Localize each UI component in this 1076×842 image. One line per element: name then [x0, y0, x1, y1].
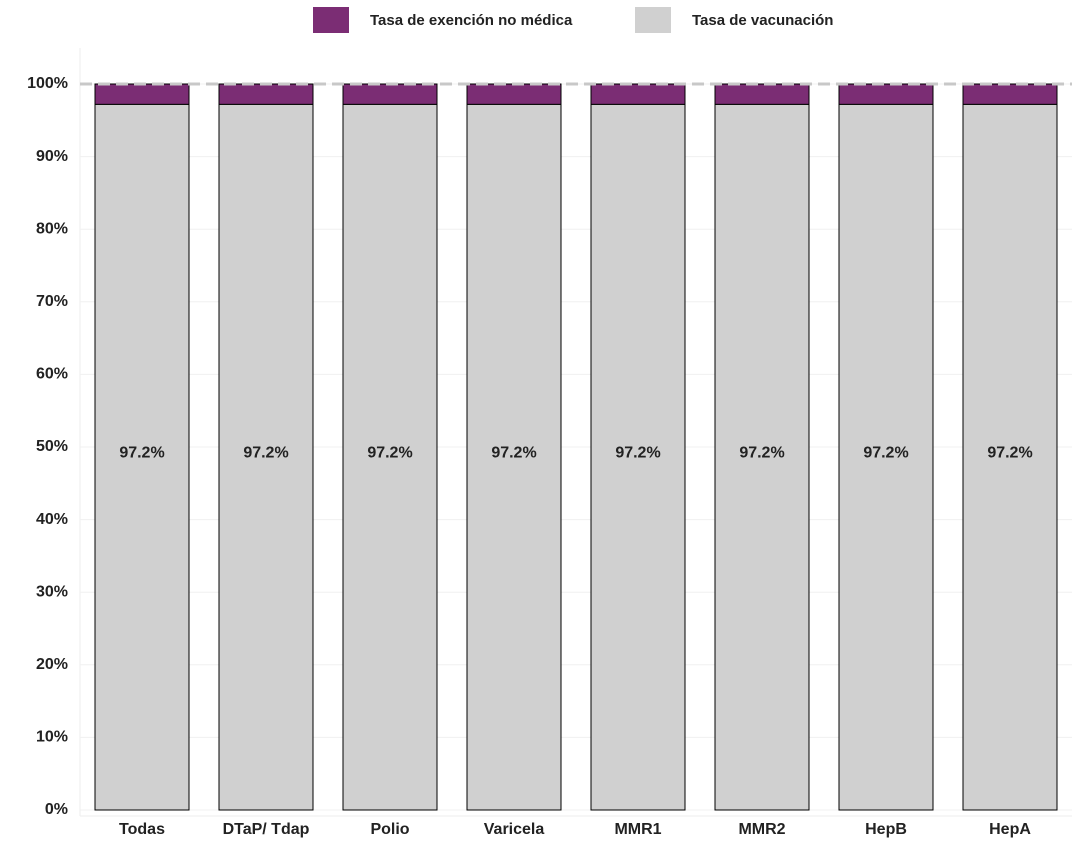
value-label: 97.2%: [739, 444, 784, 461]
bar-segment: [466, 103, 562, 811]
y-tick-label: 0%: [45, 801, 68, 818]
x-tick-label: Varicela: [484, 821, 545, 838]
legend-label: Tasa de vacunación: [692, 12, 833, 29]
bar-segment: [466, 83, 562, 105]
x-tick-label: Polio: [370, 821, 409, 838]
y-tick-label: 90%: [36, 148, 68, 165]
bar-segment: [590, 103, 686, 811]
bar-segment: [342, 83, 438, 105]
x-tick-label: Todas: [119, 821, 165, 838]
y-tick-label: 50%: [36, 438, 68, 455]
value-label: 97.2%: [615, 444, 660, 461]
bar-segment: [218, 83, 314, 105]
value-label: 97.2%: [243, 444, 288, 461]
value-label: 97.2%: [863, 444, 908, 461]
bar-segment: [94, 103, 190, 811]
bar-segment: [94, 83, 190, 105]
bar-segment: [342, 103, 438, 811]
y-tick-label: 100%: [27, 75, 68, 92]
legend-swatch: [313, 7, 349, 33]
legend-swatch: [635, 7, 671, 33]
bar-segment: [838, 83, 934, 105]
x-tick-label: DTaP/ Tdap: [223, 821, 310, 838]
x-tick-label: MMR2: [738, 821, 785, 838]
legend-label: Tasa de exención no médica: [370, 12, 573, 29]
y-tick-label: 80%: [36, 220, 68, 237]
x-tick-label: HepA: [989, 821, 1031, 838]
value-label: 97.2%: [367, 444, 412, 461]
bar-segment: [714, 83, 810, 105]
x-tick-label: MMR1: [614, 821, 661, 838]
y-tick-label: 20%: [36, 656, 68, 673]
bar-segment: [218, 103, 314, 811]
bar-segment: [962, 83, 1058, 105]
bar-segment: [714, 103, 810, 811]
bar-segment: [962, 103, 1058, 811]
value-label: 97.2%: [119, 444, 164, 461]
value-label: 97.2%: [987, 444, 1032, 461]
bar-segment: [838, 103, 934, 811]
y-tick-label: 70%: [36, 293, 68, 310]
bar-segment: [590, 83, 686, 105]
y-tick-label: 40%: [36, 511, 68, 528]
x-tick-label: HepB: [865, 821, 907, 838]
y-tick-label: 10%: [36, 729, 68, 746]
y-tick-label: 30%: [36, 583, 68, 600]
value-label: 97.2%: [491, 444, 536, 461]
y-tick-label: 60%: [36, 366, 68, 383]
